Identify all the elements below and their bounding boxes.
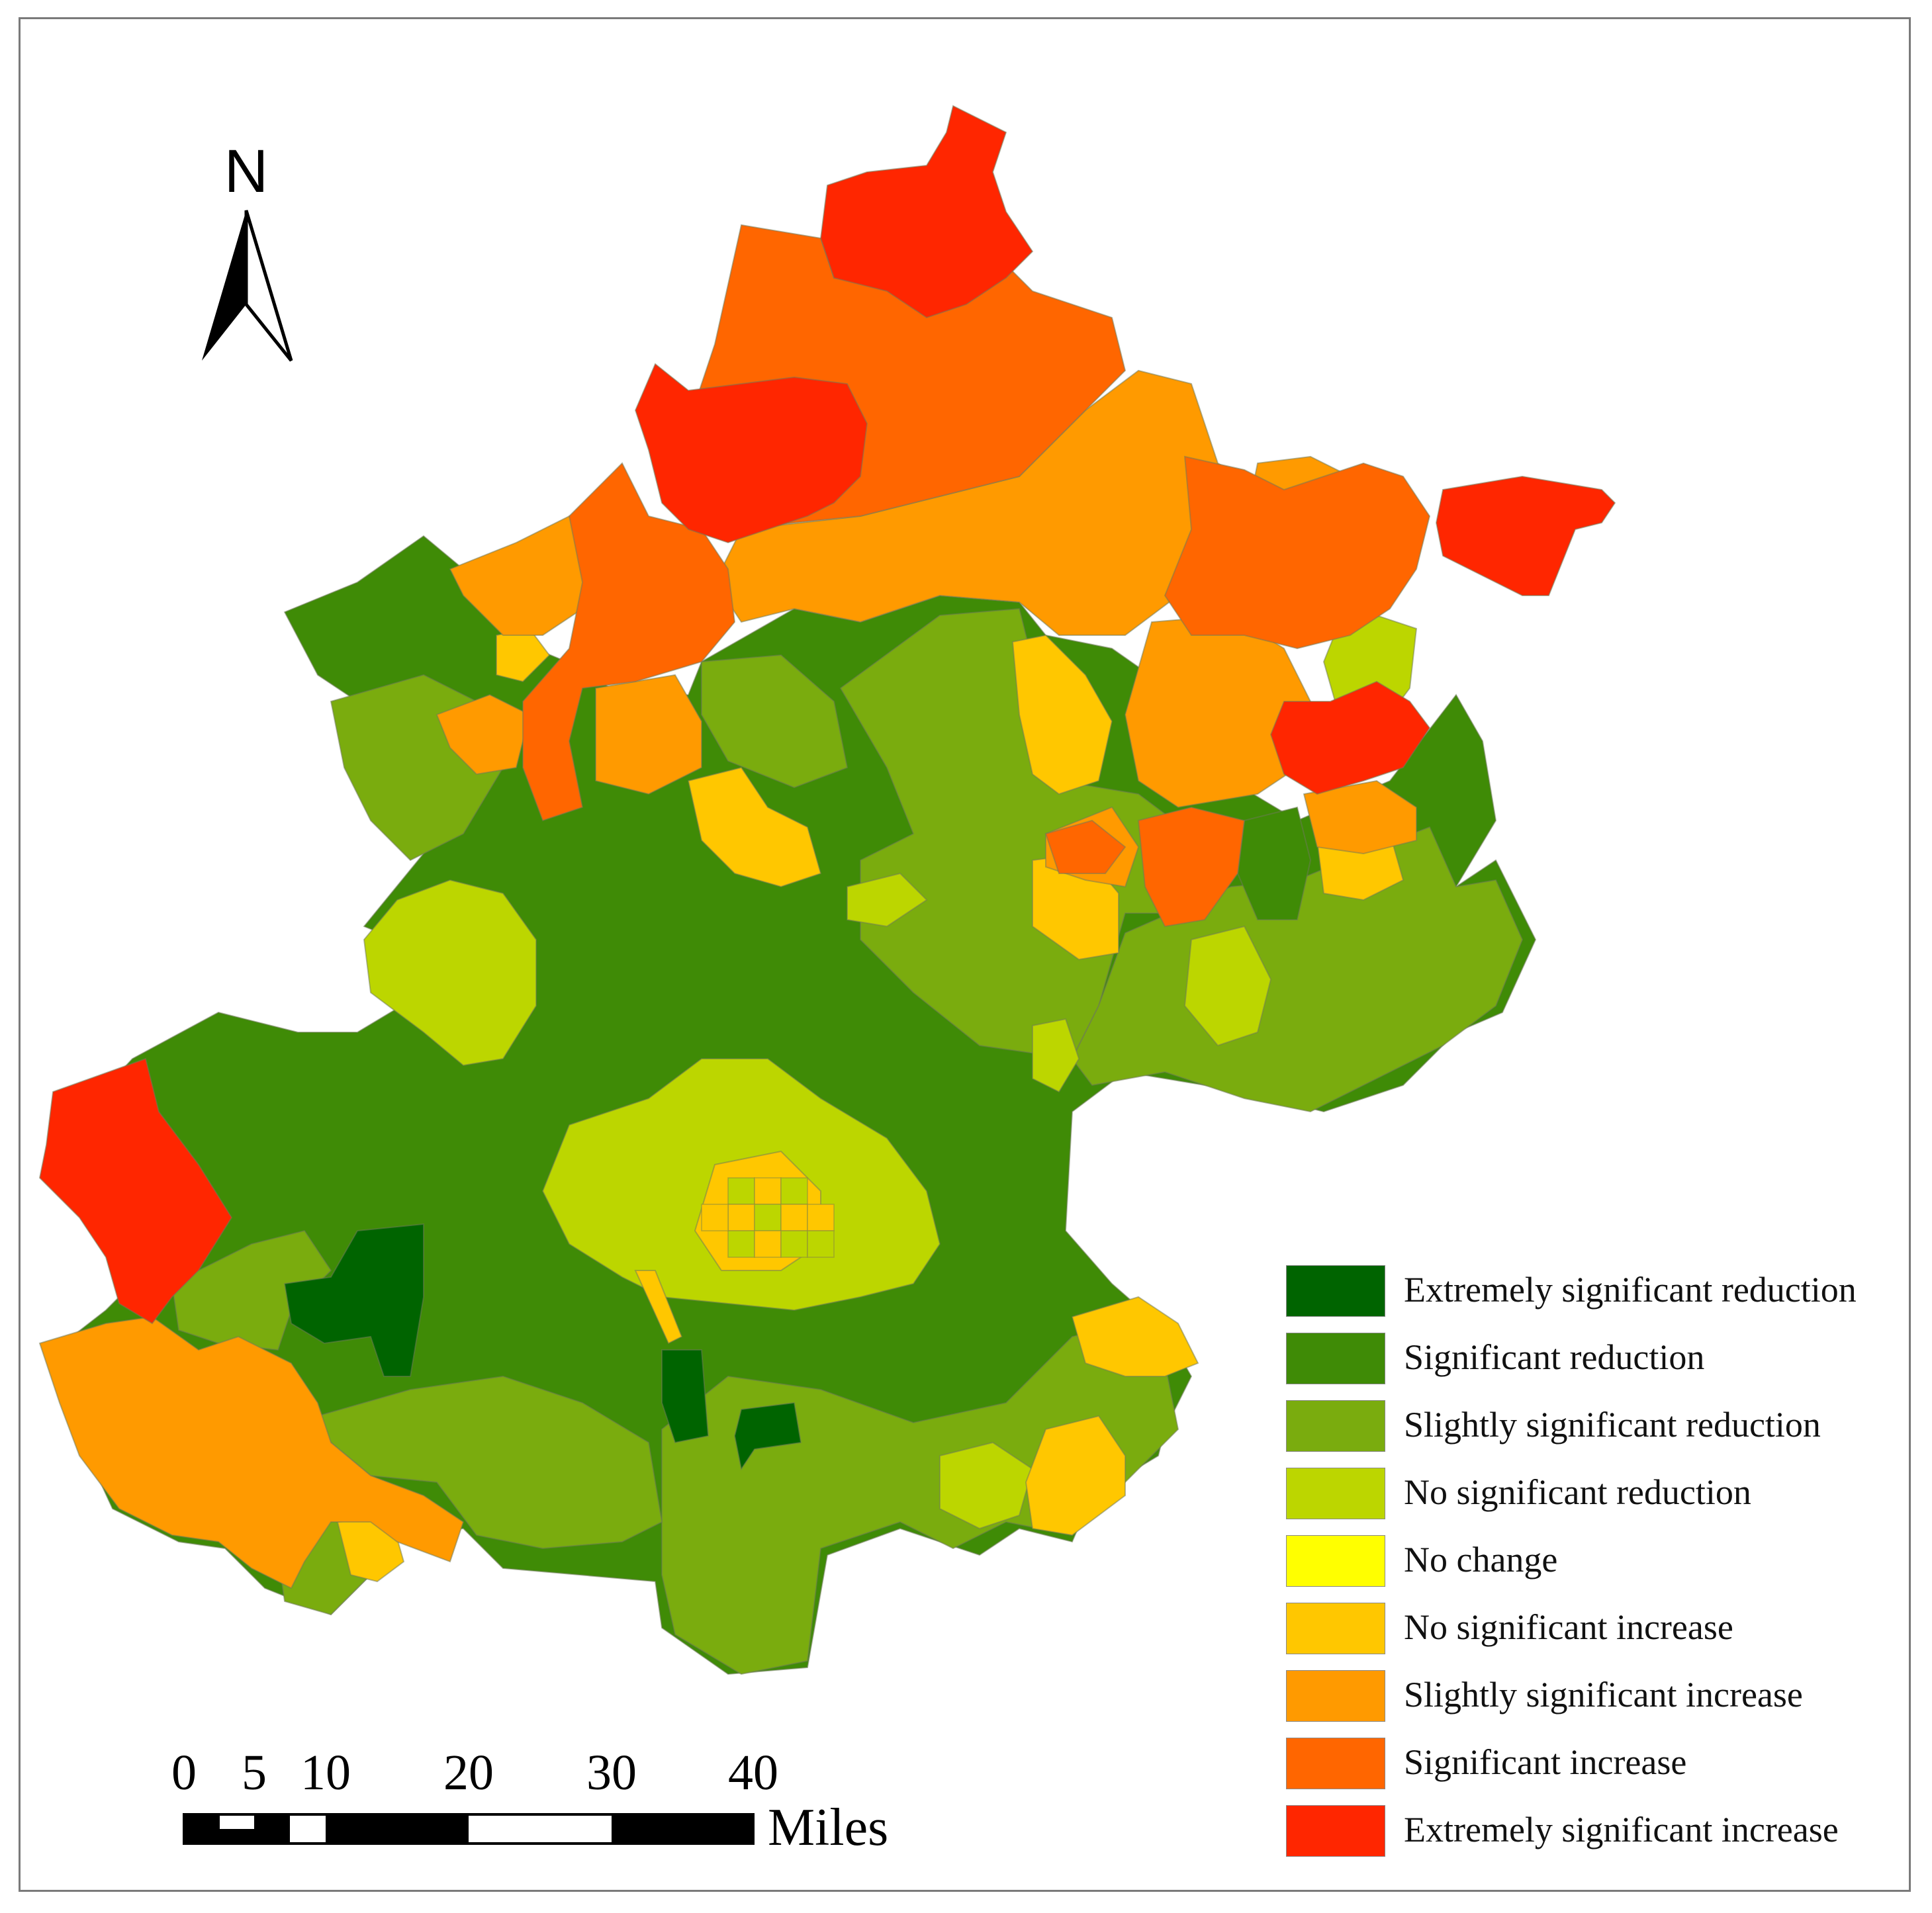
region-sig-increase-east bbox=[1137, 806, 1246, 928]
legend-item: Significant increase bbox=[1286, 1738, 1895, 1791]
legend-swatch bbox=[1286, 1400, 1385, 1452]
region-urban-increase-strip bbox=[634, 1270, 683, 1345]
legend-swatch bbox=[1286, 1333, 1385, 1384]
region-extreme-increase-north bbox=[819, 105, 1034, 319]
legend-item: Extremely significant reduction bbox=[1286, 1265, 1895, 1318]
region-slight-increase-nw3 bbox=[595, 674, 702, 795]
scale-seg bbox=[254, 1814, 290, 1844]
region-extreme-increase-northwest bbox=[634, 363, 868, 544]
legend-swatch bbox=[1286, 1670, 1385, 1722]
scale-tick-0: 0 bbox=[171, 1745, 197, 1801]
legend-swatch bbox=[1286, 1468, 1385, 1519]
region-nosig-reduction-west bbox=[363, 879, 537, 1067]
legend-swatch bbox=[1286, 1535, 1385, 1587]
region-extreme-increase-ne bbox=[1435, 475, 1616, 596]
region-nosig-increase-north bbox=[1011, 634, 1113, 795]
scale-seg bbox=[612, 1814, 753, 1844]
legend-label: Significant increase bbox=[1404, 1742, 1687, 1782]
region-nosig-reduction-mid bbox=[847, 872, 928, 928]
scale-seg bbox=[220, 1829, 254, 1844]
scale-tick-5: 5 bbox=[242, 1745, 267, 1801]
legend-label: Extremely significant increase bbox=[1404, 1810, 1839, 1849]
scale-bar: 0 5 10 20 30 40 Miles bbox=[171, 1745, 888, 1857]
region-slight-increase-nw2 bbox=[436, 693, 531, 776]
legend-label: No significant increase bbox=[1404, 1607, 1733, 1647]
legend-swatch bbox=[1286, 1603, 1385, 1654]
legend-label: No significant reduction bbox=[1404, 1472, 1751, 1512]
scale-unit: Miles bbox=[768, 1799, 888, 1857]
scale-seg bbox=[184, 1814, 220, 1829]
north-arrow-left-half bbox=[202, 210, 246, 361]
legend-item: Extremely significant increase bbox=[1286, 1805, 1895, 1858]
urban-grid bbox=[701, 1177, 835, 1258]
legend-item: No significant increase bbox=[1286, 1603, 1895, 1656]
legend-label: No change bbox=[1404, 1540, 1558, 1579]
legend-label: Extremely significant reduction bbox=[1404, 1270, 1857, 1310]
region-nosig-increase-mid bbox=[687, 766, 822, 888]
legend-label: Significant reduction bbox=[1404, 1337, 1705, 1377]
region-nosig-reduction-south bbox=[939, 1441, 1034, 1530]
region-slight-increase-ne2 bbox=[1303, 779, 1417, 855]
region-nosig-reduction-mid2 bbox=[1032, 1018, 1080, 1093]
scale-seg bbox=[184, 1829, 220, 1844]
scale-seg bbox=[326, 1814, 469, 1844]
scale-tick-10: 10 bbox=[300, 1745, 351, 1801]
region-slightly-reduction-mid bbox=[701, 654, 849, 789]
legend-swatch bbox=[1286, 1738, 1385, 1789]
region-sig-increase-ne bbox=[1164, 455, 1431, 650]
map-regions bbox=[38, 105, 1616, 1675]
legend-swatch bbox=[1286, 1265, 1385, 1317]
legend-swatch bbox=[1286, 1805, 1385, 1857]
scale-tick-40: 40 bbox=[728, 1745, 778, 1801]
legend-label: Slightly significant reduction bbox=[1404, 1405, 1821, 1445]
region-nosig-increase-se1 bbox=[1071, 1296, 1199, 1377]
region-extreme-increase-east bbox=[1269, 680, 1431, 795]
legend-item: Slightly significant increase bbox=[1286, 1670, 1895, 1723]
region-nosig-reduction-east bbox=[1183, 925, 1272, 1047]
region-sig-increase-east2 bbox=[1044, 819, 1127, 874]
legend-item: Slightly significant reduction bbox=[1286, 1400, 1895, 1453]
region-nosig-increase-se2 bbox=[1025, 1415, 1126, 1536]
legend-label: Slightly significant increase bbox=[1404, 1675, 1803, 1714]
scale-tick-30: 30 bbox=[586, 1745, 637, 1801]
legend-item: Significant reduction bbox=[1286, 1333, 1895, 1386]
legend-item: No change bbox=[1286, 1535, 1895, 1588]
region-extreme-reduction-south2 bbox=[733, 1401, 802, 1471]
region-extreme-increase-west bbox=[38, 1057, 233, 1325]
region-extreme-reduction-south bbox=[661, 1349, 710, 1444]
north-arrow-right-half bbox=[244, 210, 293, 362]
scale-tick-20: 20 bbox=[443, 1745, 494, 1801]
region-extreme-reduction-sw bbox=[283, 1223, 424, 1377]
north-arrow: N bbox=[202, 138, 293, 362]
north-label: N bbox=[224, 138, 268, 205]
legend-item: No significant reduction bbox=[1286, 1468, 1895, 1521]
region-slight-increase-sw bbox=[38, 1315, 465, 1589]
